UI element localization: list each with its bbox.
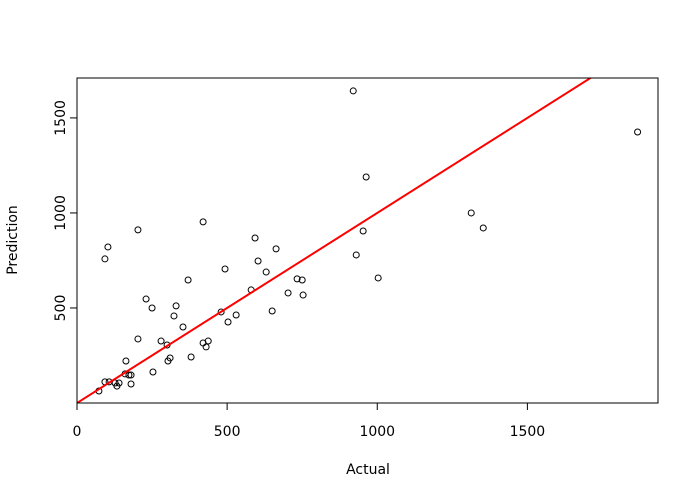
point (170, 312, 178, 320)
point (149, 368, 157, 376)
point (179, 323, 187, 331)
point (122, 357, 130, 365)
point (272, 245, 280, 253)
y-axis-label: Prediction (5, 205, 21, 275)
point (352, 251, 360, 259)
point (479, 224, 487, 232)
point (262, 268, 270, 276)
reference-line (77, 78, 593, 403)
y-tick-label: 1000 (53, 195, 69, 231)
point (199, 218, 207, 226)
point (251, 234, 259, 242)
x-tick-label: 500 (214, 424, 241, 440)
point (359, 227, 367, 235)
x-tick-label: 1500 (510, 424, 546, 440)
y-tick-label: 1500 (53, 100, 69, 136)
point (115, 379, 123, 387)
point (134, 335, 142, 343)
point (101, 255, 109, 263)
point (224, 318, 232, 326)
point (298, 276, 306, 284)
point (125, 371, 133, 379)
x-tick-label: 1000 (359, 424, 395, 440)
point (187, 353, 195, 361)
point (148, 304, 156, 312)
point (127, 371, 135, 379)
point (127, 380, 135, 388)
point (374, 274, 382, 282)
point (268, 307, 276, 315)
point (157, 337, 165, 345)
point (217, 308, 225, 316)
point (293, 275, 301, 283)
point (184, 276, 192, 284)
point (202, 343, 210, 351)
plot-box (76, 77, 659, 404)
point (634, 128, 642, 136)
x-tick-label: 0 (73, 424, 82, 440)
y-tick-label: 500 (53, 295, 69, 322)
point (204, 337, 212, 345)
point (172, 302, 180, 310)
point (284, 289, 292, 297)
point (254, 257, 262, 265)
point (142, 295, 150, 303)
point (362, 173, 370, 181)
x-axis-label: Actual (346, 462, 390, 478)
point (221, 265, 229, 273)
point (134, 226, 142, 234)
point (349, 87, 357, 95)
point (166, 354, 174, 362)
point (104, 243, 112, 251)
point (299, 291, 307, 299)
point (232, 311, 240, 319)
point (467, 209, 475, 217)
